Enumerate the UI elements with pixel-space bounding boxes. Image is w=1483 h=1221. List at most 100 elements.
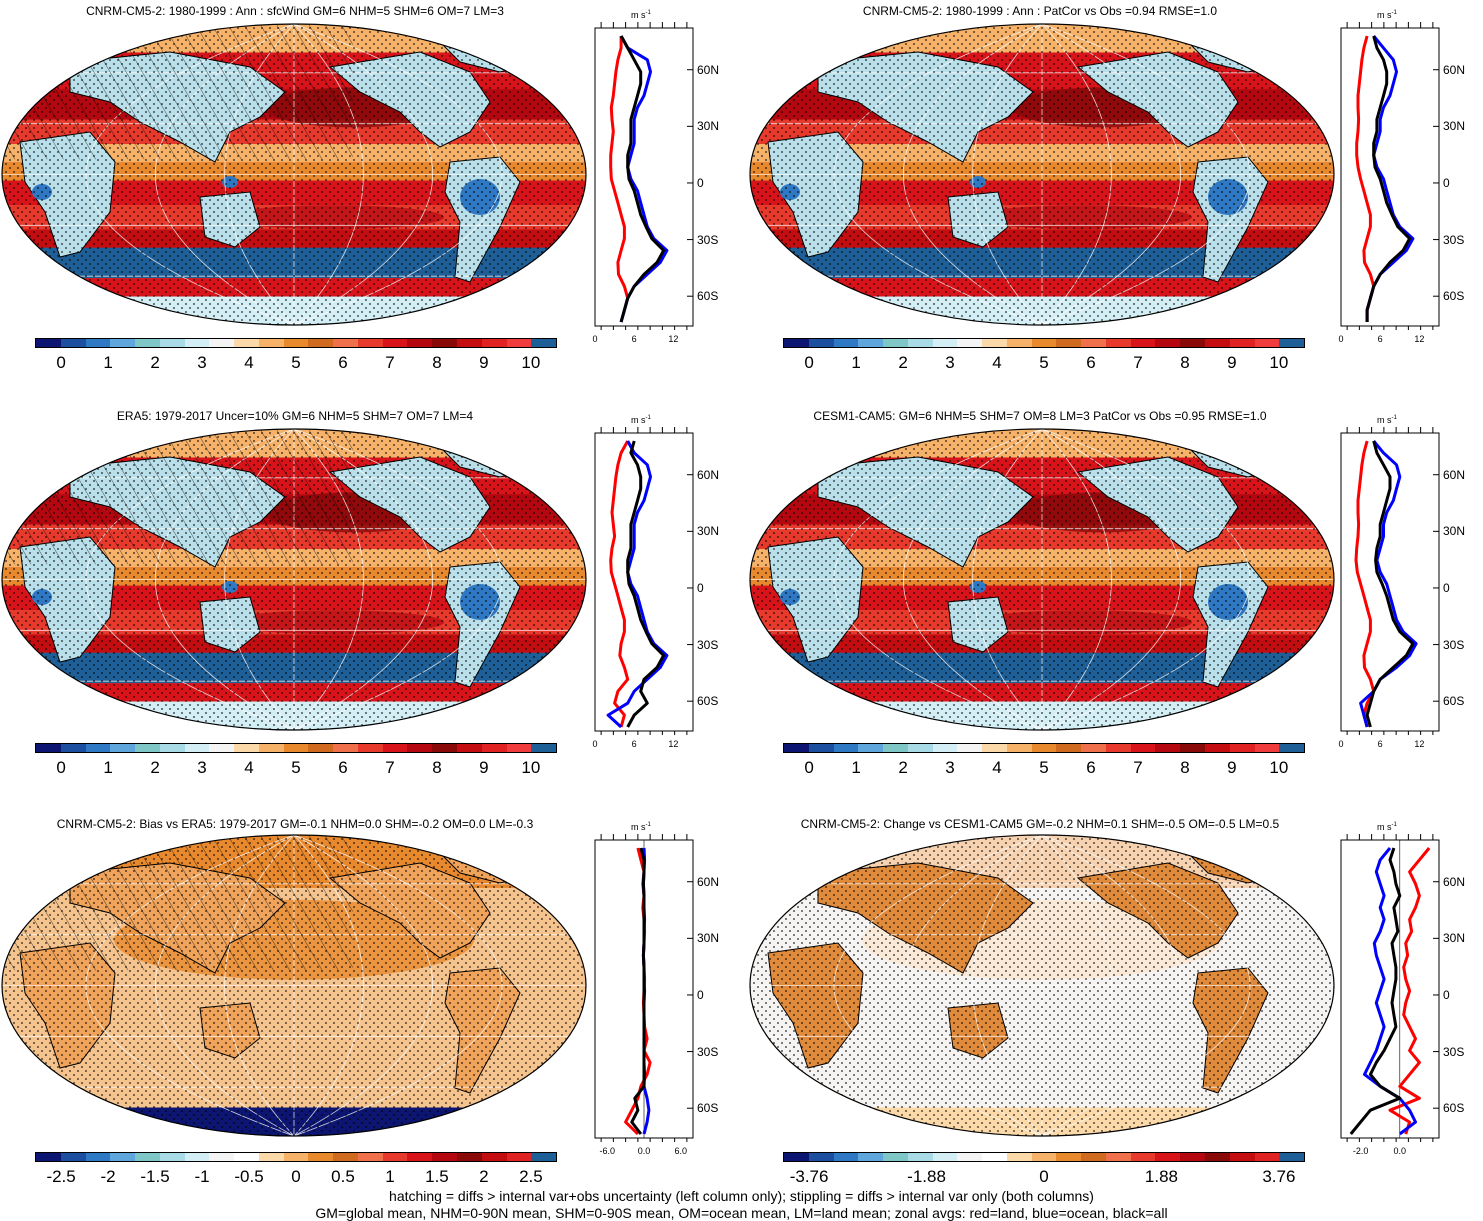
colorbar-swatch [184,339,210,347]
lat-label: 30S [697,232,719,247]
colorbar-swatch [283,1153,309,1161]
map-panel-4 [749,428,1335,731]
colorbar-swatch [1254,339,1280,347]
colorbar-swatch [407,1153,433,1161]
colorbar-swatch [283,339,309,347]
colorbar-swatch [159,744,185,752]
colorbar-tick-label: -0.5 [234,1167,264,1186]
zonal-unit-label: m s-1 [631,415,651,425]
colorbar-swatch [481,744,507,752]
colorbar-tick-label: 2 [898,353,908,372]
colorbar-swatch [1254,744,1280,752]
lat-label: 30S [1443,232,1465,247]
colorbar-tick-label: 10 [1269,353,1289,372]
colorbar-swatch [1229,744,1255,752]
colorbar-labels-6: -3.76 -1.88 0 1.88 3.76 [783,1167,1305,1191]
colorbar-swatch [1105,1153,1131,1161]
colorbar-swatch [60,1153,86,1161]
lat-label: 60S [697,1101,719,1116]
colorbar-swatch [1081,744,1106,752]
colorbar-swatch [907,339,933,347]
colorbar-swatch [283,744,309,752]
colorbar-swatch [982,1153,1007,1161]
colorbar-tick-label: 0 [1039,1167,1049,1186]
colorbar-swatch [333,1153,358,1161]
colorbar-swatch [382,744,408,752]
colorbar-swatch [1180,339,1206,347]
colorbar-tick-label: 5 [291,758,301,777]
colorbar-swatch [1031,744,1057,752]
colorbar-swatch [808,1153,834,1161]
colorbar-swatch [1031,1153,1057,1161]
panel-title-5: CNRM-CM5-2: Bias vs ERA5: 1979-2017 GM=-… [56,817,534,831]
colorbar-swatch [506,1153,532,1161]
colorbar-tick-label: 1 [103,758,113,777]
lat-label: 60N [697,874,720,889]
zonal-unit-label: m s-1 [631,10,651,20]
colorbar-swatch [1130,744,1156,752]
colorbar-swatch [957,1153,983,1161]
panel-title-3: ERA5: 1979-2017 Uncer=10% GM=6 NHM=5 SHM… [116,409,474,423]
colorbar-swatch [432,1153,458,1161]
colorbar-swatch [932,1153,958,1161]
lat-label: 60N [1443,874,1466,889]
map-panel-2 [749,23,1335,326]
colorbar-swatch [382,1153,408,1161]
colorbar-swatch [1155,1153,1181,1161]
colorbar-swatch [407,744,433,752]
colorbar-swatch [234,339,259,347]
colorbar-swatch [883,1153,908,1161]
colorbar-tick-label: 1.5 [425,1167,449,1186]
colorbar-swatch [883,744,908,752]
colorbar-swatch [481,1153,507,1161]
zonal-x-label: 6.0 [674,1146,688,1156]
zonal-x-label: 12 [668,334,679,344]
colorbar-swatch [382,339,408,347]
map-panel-3 [1,428,587,731]
colorbar-2 [783,338,1305,348]
panel-title-2: CNRM-CM5-2: 1980-1999 : Ann : PatCor vs … [862,4,1218,18]
lat-label: 60N [1443,62,1466,77]
colorbar-swatch [883,339,908,347]
colorbar-swatch [1205,339,1230,347]
colorbar-swatch [1105,339,1131,347]
map-panel-1 [1,23,587,326]
colorbar-swatch [432,339,458,347]
colorbar-swatch [833,744,859,752]
colorbar-swatch [1180,744,1206,752]
lat-label: 30N [1443,524,1466,539]
zonal-plot-1 [594,22,694,330]
lat-label: 30N [1443,119,1466,134]
lat-label: 30S [697,637,719,652]
colorbar-swatch [1105,744,1131,752]
colorbar-swatch [1130,339,1156,347]
colorbar-swatch [808,744,834,752]
lat-label: 60S [1443,289,1465,304]
lat-label: 60N [697,467,720,482]
colorbar-swatch [457,1153,482,1161]
colorbar-swatch [1155,744,1181,752]
lat-label: 30N [697,931,720,946]
colorbar-tick-label: 6 [1086,353,1096,372]
zonal-plot-6 [1340,834,1440,1142]
lat-label: 30S [1443,1044,1465,1059]
colorbar-1 [35,338,557,348]
colorbar-tick-label: 0 [291,1167,301,1186]
colorbar-tick-label: 6 [1086,758,1096,777]
zonal-x-label: 0.0 [637,1146,651,1156]
colorbar-swatch [60,339,86,347]
colorbar-swatch [1279,1153,1305,1161]
colorbar-swatch [907,1153,933,1161]
colorbar-swatch [858,339,884,347]
lat-label: 0 [697,175,704,190]
colorbar-tick-label: 4 [992,353,1002,372]
colorbar-tick-label: 1 [385,1167,395,1186]
lat-label: 30N [697,119,720,134]
colorbar-swatch [957,744,983,752]
colorbar-swatch [159,1153,185,1161]
colorbar-swatch [36,1153,61,1161]
colorbar-swatch [407,339,433,347]
colorbar-swatch [135,339,160,347]
colorbar-tick-label: 6 [338,758,348,777]
colorbar-tick-label: -3.76 [789,1167,829,1186]
